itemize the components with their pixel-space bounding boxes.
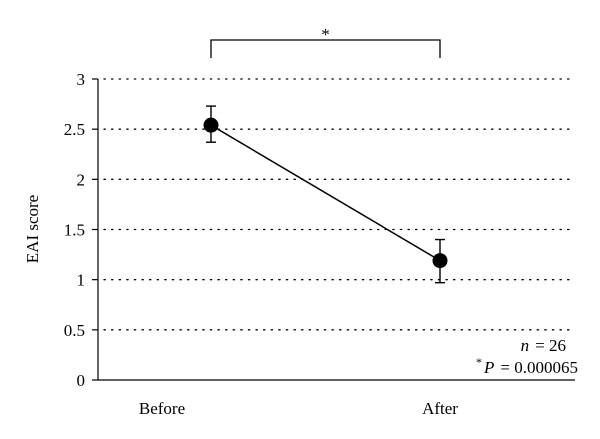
grid-lines: [103, 78, 576, 331]
p-annotation: * P = 0.000065: [476, 355, 578, 377]
y-tick-label-0: 0: [77, 371, 86, 390]
y-tick-label-2: 1: [77, 271, 86, 290]
x-axis-labels: Before After: [139, 399, 458, 418]
significance-bracket-line: [210, 39, 441, 58]
x-tick-label-before: Before: [139, 399, 185, 418]
series-group: [203, 105, 448, 284]
data-point-1: [432, 253, 448, 269]
p-symbol: P: [483, 358, 494, 377]
n-symbol: n: [521, 336, 530, 355]
significance-star: *: [321, 25, 330, 44]
y-tick-label-5: 2.5: [64, 120, 85, 139]
n-annotation: n = 26: [521, 336, 566, 355]
y-axis-ticks: 0 0.5 1 1.5 2 2.5 3: [64, 70, 98, 390]
p-star: *: [476, 355, 482, 369]
x-tick-label-after: After: [422, 399, 458, 418]
n-value: = 26: [535, 336, 566, 355]
p-value: = 0.000065: [500, 358, 578, 377]
data-point-0: [203, 117, 219, 133]
y-tick-label-4: 2: [77, 170, 86, 189]
y-axis-title: EAI score: [23, 195, 42, 263]
y-tick-label-1: 0.5: [64, 321, 85, 340]
y-tick-label-6: 3: [77, 70, 86, 89]
stats-annotation: n = 26 * P = 0.000065: [476, 336, 578, 377]
y-tick-label-3: 1.5: [64, 221, 85, 240]
series-line-0: [210, 124, 441, 262]
significance-bracket: *: [210, 25, 441, 58]
